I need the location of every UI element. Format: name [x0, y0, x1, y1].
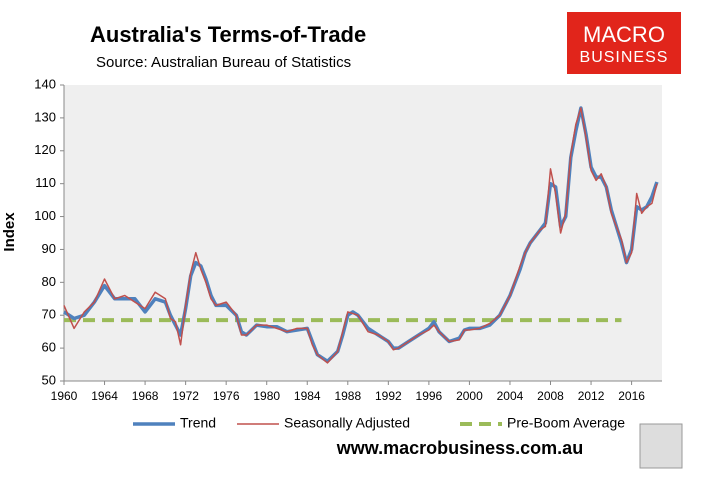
plot-area	[64, 85, 662, 381]
y-tick-label: 110	[35, 175, 56, 190]
x-tick-label: 1972	[172, 389, 199, 403]
y-tick-label: 50	[42, 372, 56, 387]
y-tick-label: 90	[42, 241, 56, 256]
website: www.macrobusiness.com.au	[336, 438, 583, 458]
y-tick-label: 80	[42, 274, 56, 289]
x-tick-label: 1968	[132, 389, 159, 403]
x-tick-label: 2000	[456, 389, 483, 403]
chart-title: Australia's Terms-of-Trade	[90, 22, 366, 47]
logo-text: BUSINESS	[580, 49, 669, 66]
legend-label: Seasonally Adjusted	[284, 415, 410, 431]
y-tick-label: 130	[34, 109, 56, 124]
x-tick-label: 2008	[537, 389, 564, 403]
x-tick-label: 1960	[51, 389, 78, 403]
x-tick-label: 1976	[213, 389, 240, 403]
logo-box	[567, 12, 681, 74]
x-tick-label: 2012	[578, 389, 605, 403]
x-tick-label: 1996	[416, 389, 443, 403]
series-line	[63, 107, 658, 364]
x-tick-label: 1992	[375, 389, 402, 403]
y-tick-label: 60	[42, 340, 56, 355]
y-axis-label: Index	[1, 212, 18, 252]
legend-label: Pre-Boom Average	[507, 415, 625, 431]
y-tick-label: 100	[34, 208, 56, 223]
logo-text: MACRO	[583, 22, 665, 47]
x-tick-label: 1984	[294, 389, 321, 403]
y-tick-label: 70	[42, 307, 56, 322]
x-tick-label: 1964	[91, 389, 118, 403]
x-tick-label: 1980	[253, 389, 280, 403]
legend-label: Trend	[180, 415, 216, 431]
x-tick-label: 2016	[618, 389, 645, 403]
wolf-icon	[639, 423, 683, 469]
x-tick-label: 1988	[334, 389, 361, 403]
chart-subtitle: Source: Australian Bureau of Statistics	[96, 54, 351, 71]
y-tick-label: 140	[34, 76, 56, 91]
x-tick-label: 2004	[497, 389, 524, 403]
y-tick-label: 120	[34, 142, 56, 157]
